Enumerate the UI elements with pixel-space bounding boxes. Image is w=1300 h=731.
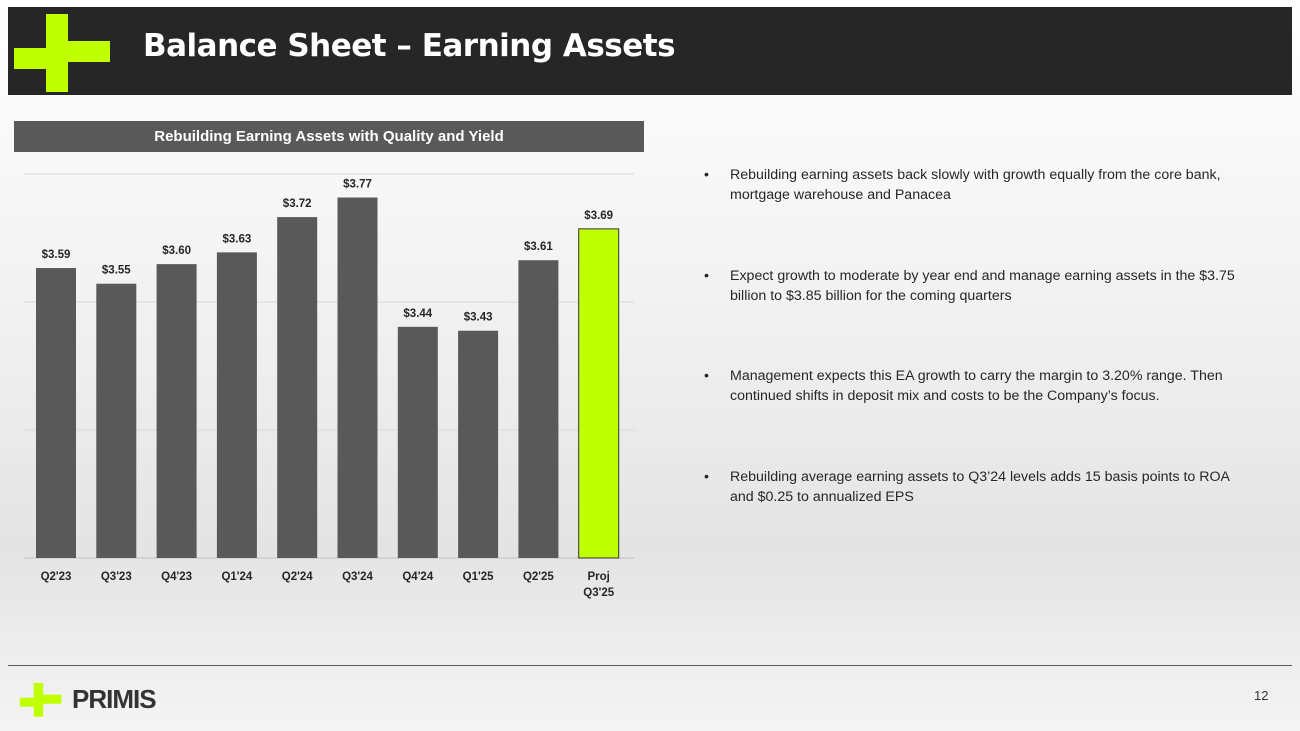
data-label: $3.61 (524, 241, 553, 253)
bar (36, 268, 76, 558)
data-label: $3.60 (162, 245, 191, 257)
bullet-text: Rebuilding earning assets back slowly wi… (730, 167, 1221, 203)
data-label: $3.59 (42, 249, 71, 261)
x-tick-label: Q4'24 (402, 571, 433, 583)
chart-heading: Rebuilding Earning Assets with Quality a… (14, 121, 644, 152)
bar (518, 260, 559, 558)
data-label: $3.69 (584, 210, 613, 222)
x-tick-label: Q3'23 (101, 571, 132, 583)
bullet-dot: • (704, 469, 709, 485)
bar-projected (578, 228, 620, 559)
bar (337, 197, 378, 559)
x-tick-label: Q2'25 (523, 571, 554, 583)
bullet-dot: • (704, 268, 709, 284)
bullet-item: • Management expects this EA growth to c… (704, 366, 1244, 406)
bullet-dot: • (704, 368, 709, 384)
x-tick-label: Q1'24 (221, 571, 252, 583)
bullet-text: Rebuilding average earning assets to Q3’… (730, 469, 1230, 505)
data-label: $3.77 (343, 179, 372, 191)
page-number: 12 (1254, 688, 1269, 703)
bar (458, 330, 499, 558)
x-tick-label: Q3'25 (583, 587, 614, 599)
x-tick-label: Q2'24 (282, 571, 313, 583)
x-tick-label: Proj (588, 571, 610, 583)
x-tick-label: Q1'25 (463, 571, 494, 583)
bullet-text: Management expects this EA growth to car… (730, 368, 1223, 404)
bar (397, 326, 438, 558)
data-label: $3.44 (403, 308, 432, 320)
bullet-item: • Rebuilding earning assets back slowly … (704, 165, 1244, 205)
earning-assets-bar-chart: $3.59 Q2'23 $3.55 Q3'23 $3.60 Q4'23 $3.63 Q1'24… (24, 173, 634, 599)
bar (277, 217, 318, 558)
primis-logo-icon (14, 14, 110, 92)
data-label: $3.63 (223, 233, 252, 245)
x-tick-label: Q4'23 (161, 571, 192, 583)
primis-footer-logo-icon (19, 683, 62, 717)
x-tick-label: Q2'23 (41, 571, 72, 583)
data-label: $3.55 (102, 265, 131, 277)
brand-name: PRIMIS (72, 684, 157, 714)
x-tick-label: Q3'24 (342, 571, 373, 583)
footer-divider (8, 665, 1292, 666)
page-title: Balance Sheet – Earning Assets (143, 28, 676, 64)
bullet-item: • Expect growth to moderate by year end … (704, 266, 1244, 306)
bar (216, 252, 257, 558)
data-label: $3.72 (283, 198, 312, 210)
bar (156, 264, 197, 558)
bullet-text: Expect growth to moderate by year end an… (730, 268, 1235, 304)
bullet-dot: • (704, 167, 709, 183)
bar (96, 283, 137, 558)
header-bar (8, 7, 1292, 95)
data-label: $3.43 (464, 312, 493, 324)
bullet-item: • Rebuilding average earning assets to Q… (704, 467, 1244, 507)
